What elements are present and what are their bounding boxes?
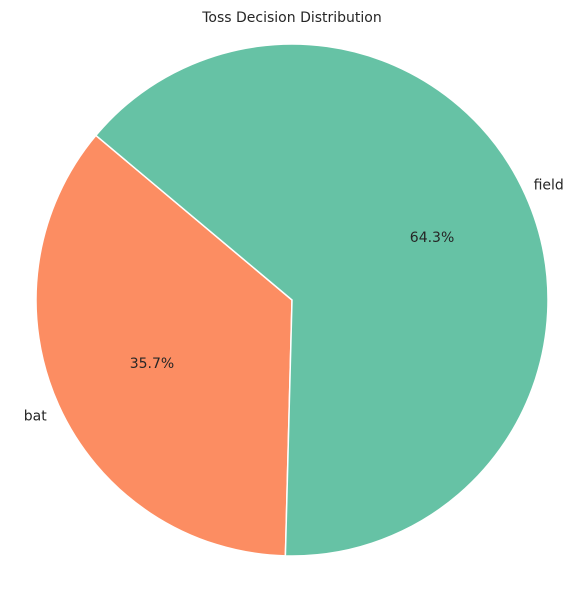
pie-slice-bat bbox=[35, 134, 293, 557]
pie-slice-field bbox=[94, 43, 549, 557]
slice-label-field: field bbox=[534, 177, 564, 193]
slice-percent-bat: 35.7% bbox=[130, 356, 174, 372]
chart-title: Toss Decision Distribution bbox=[201, 10, 382, 26]
slice-percent-field: 64.3% bbox=[410, 230, 454, 246]
pie-slices bbox=[35, 43, 549, 557]
pie-labels: bat 35.7% field 64.3% bbox=[24, 177, 564, 424]
slice-label-bat: bat bbox=[24, 409, 47, 425]
